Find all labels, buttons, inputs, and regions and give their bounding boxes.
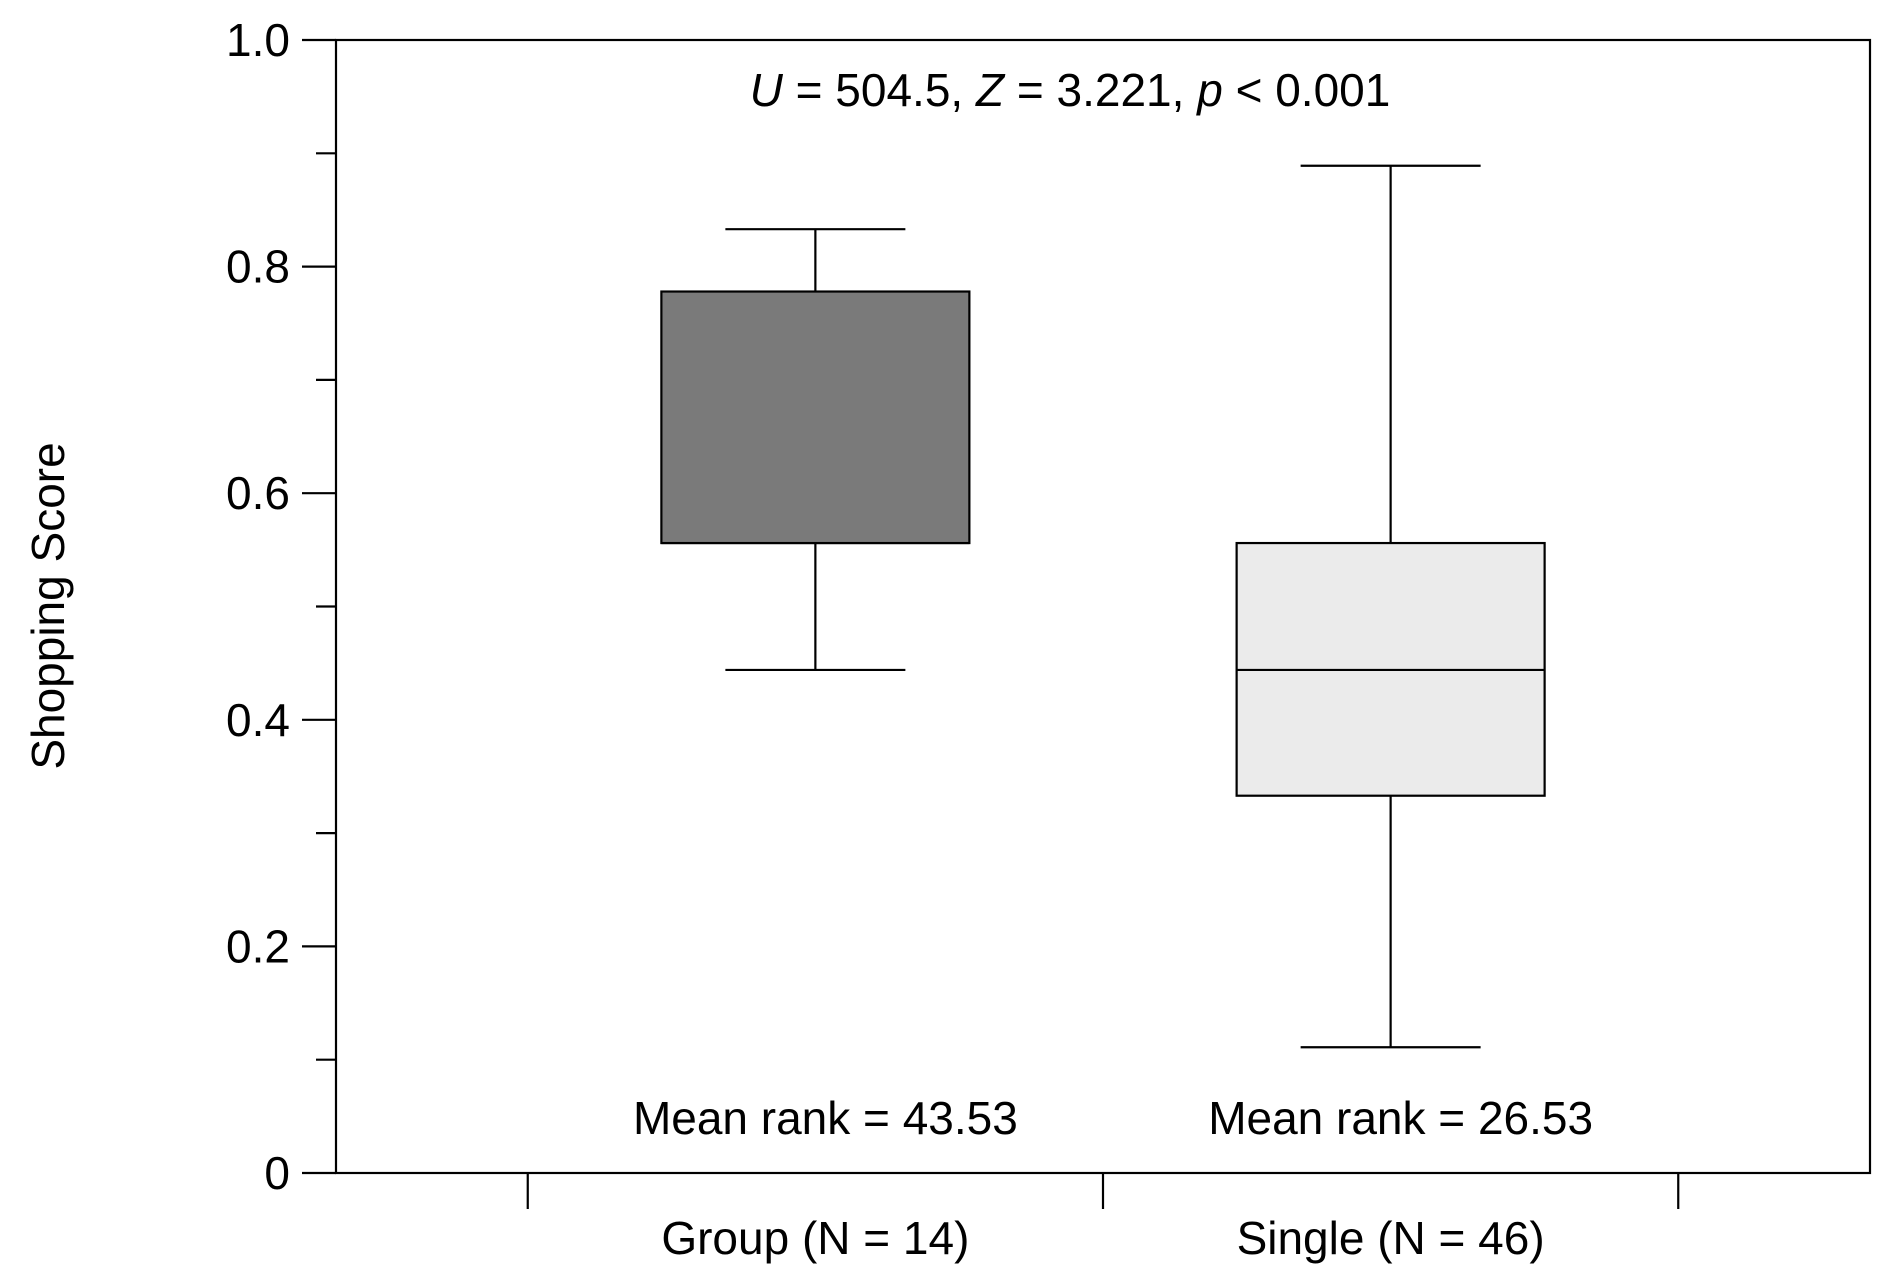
y-tick-label: 0.6 [226,467,290,519]
y-tick-label: 0.2 [226,920,290,972]
y-tick-label: 0 [264,1147,290,1199]
p-symbol: p [1195,64,1223,116]
boxes [660,164,1546,1049]
mean-rank-label: Mean rank = 26.53 [1208,1092,1593,1144]
u-symbol: U [750,64,784,116]
plot-frame [334,38,1872,1175]
chart-labels: Group (N = 14) Mean rank = 43.53 Single (N… [633,1092,1593,1264]
x-axis [526,1173,1680,1209]
mean-rank-label: Mean rank = 43.53 [633,1092,1018,1144]
x-category-label: Group (N = 14) [661,1212,969,1264]
interquartile-box [660,290,971,545]
z-symbol: Z [975,64,1006,116]
test-statistic-label: U = 504.5, Z = 3.221, p < 0.001 [750,64,1391,116]
y-tick-label: 1.0 [226,14,290,66]
y-tick-label: 0.8 [226,241,290,293]
y-axis: 0 0.2 0.4 0.6 0.8 1.0 [226,14,336,1199]
x-category-label: Single (N = 46) [1237,1212,1545,1264]
y-tick-label: 0.4 [226,694,290,746]
box-group [660,228,971,672]
u-value: = 504.5, [783,64,976,116]
p-value: < 0.001 [1223,64,1391,116]
z-value: = 3.221, [1004,64,1197,116]
box-single [1235,164,1546,1049]
y-axis-title: Shopping Score [22,442,74,769]
